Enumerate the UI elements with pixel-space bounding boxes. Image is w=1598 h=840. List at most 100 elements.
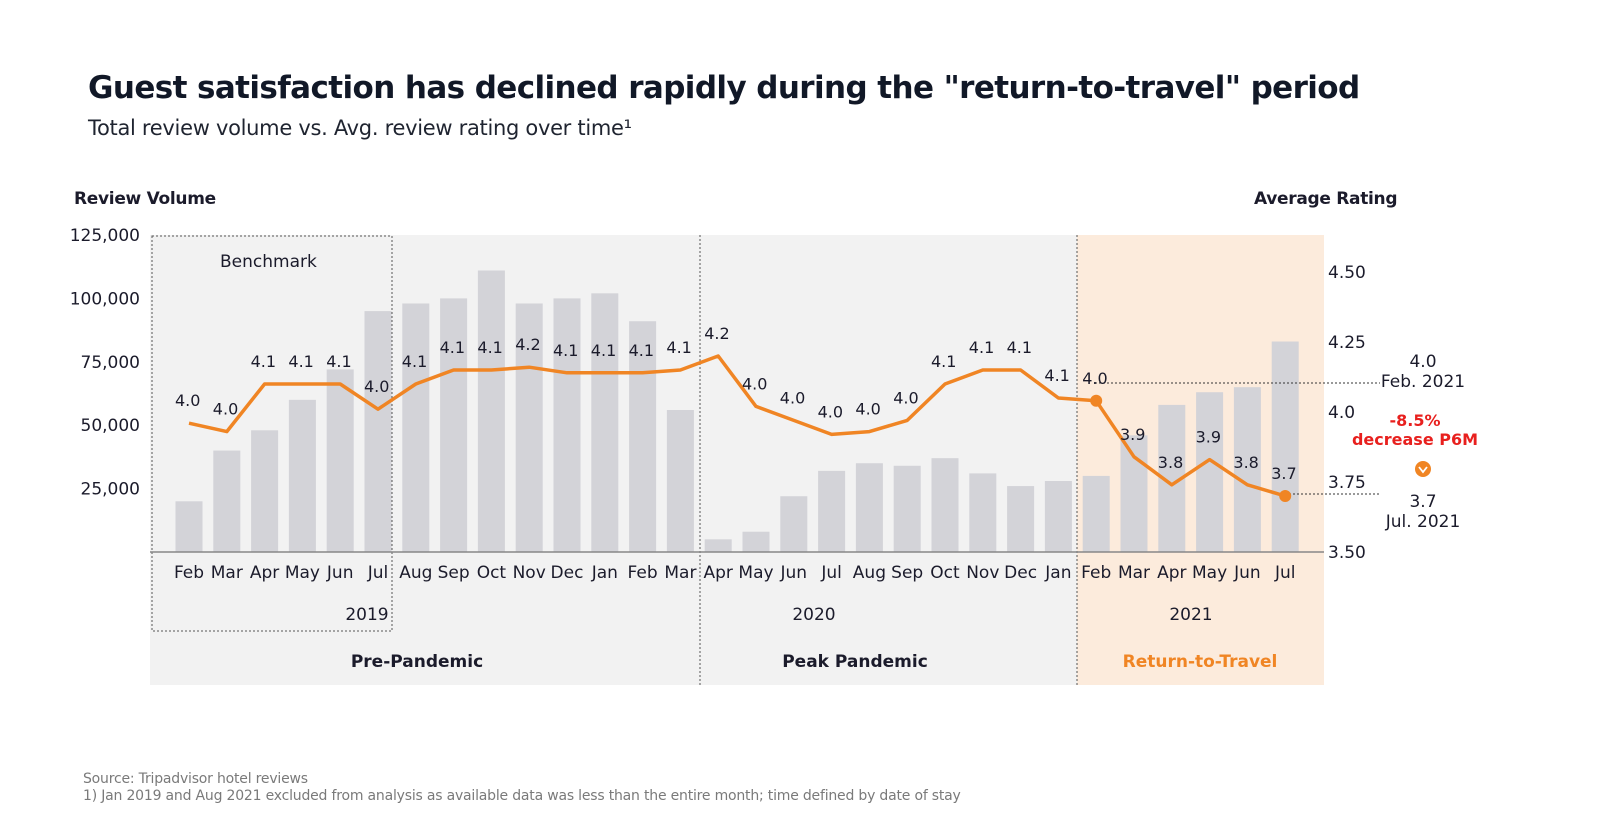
rating-label: 4.0 xyxy=(213,400,238,419)
rating-label: 4.1 xyxy=(402,352,427,371)
month-label: Jun xyxy=(780,563,808,583)
rating-label: 4.1 xyxy=(251,352,276,371)
rating-markers xyxy=(1090,394,1292,502)
rating-marker xyxy=(1090,394,1103,407)
left-tick-label: 75,000 xyxy=(81,353,140,373)
period-label-pre-pandemic: Pre-Pandemic xyxy=(351,652,483,672)
left-tick-label: 25,000 xyxy=(81,480,140,500)
decrease-text: decrease P6M xyxy=(1352,430,1478,449)
rating-label: 4.1 xyxy=(969,338,994,357)
volume-bar xyxy=(629,321,657,552)
volume-bar xyxy=(213,450,241,552)
month-label: Dec xyxy=(551,563,584,583)
period-dividers xyxy=(151,235,1078,685)
rating-label: 3.9 xyxy=(1196,428,1221,447)
volume-bar xyxy=(440,298,468,552)
rating-label: 4.0 xyxy=(364,377,389,396)
chart-title: Guest satisfaction has declined rapidly … xyxy=(88,70,1360,106)
rating-label: 4.1 xyxy=(1007,338,1032,357)
period-panels xyxy=(150,235,1324,685)
rating-label: 4.0 xyxy=(818,402,843,421)
chart-subtitle: Total review volume vs. Avg. review rati… xyxy=(88,116,632,140)
year-2021: 2021 xyxy=(1169,605,1212,625)
right-tick-label: 3.75 xyxy=(1328,473,1366,493)
month-label: May xyxy=(1192,563,1227,583)
month-label: Jun xyxy=(1233,563,1261,583)
right-axis-ticks: 4.50 4.25 4.0 3.75 3.50 xyxy=(1328,263,1366,563)
volume-bar xyxy=(251,430,279,552)
rating-label: 3.9 xyxy=(1120,425,1145,444)
month-label: Mar xyxy=(664,563,696,583)
rating-label: 4.0 xyxy=(742,374,767,393)
source-note: Source: Tripadvisor hotel reviews xyxy=(83,771,308,787)
volume-bar xyxy=(288,399,316,552)
volume-bar xyxy=(1271,341,1299,552)
rating-label: 4.2 xyxy=(704,324,729,343)
right-tick-label: 4.0 xyxy=(1328,403,1355,423)
month-label: Apr xyxy=(250,563,279,583)
left-axis-ticks: 125,000 100,000 75,000 50,000 25,000 xyxy=(70,226,140,500)
volume-bar xyxy=(326,369,354,552)
left-tick-label: 125,000 xyxy=(70,226,140,246)
period-label-peak-pandemic: Peak Pandemic xyxy=(782,652,928,672)
volume-bar xyxy=(818,470,846,552)
volume-bar xyxy=(855,463,883,552)
month-label: Aug xyxy=(399,563,432,583)
rating-marker xyxy=(1279,490,1292,502)
volume-bar xyxy=(553,298,581,552)
volume-bar xyxy=(780,496,808,552)
left-axis-title: Review Volume xyxy=(74,189,216,209)
month-label: Feb xyxy=(628,563,658,583)
month-label: Aug xyxy=(853,563,886,583)
volume-bar xyxy=(515,303,543,552)
footnotes: Source: Tripadvisor hotel reviews 1) Jan… xyxy=(83,771,961,805)
volume-bar xyxy=(1082,475,1110,552)
exclusion-note: 1) Jan 2019 and Aug 2021 excluded from a… xyxy=(83,788,961,804)
benchmark-label: Benchmark xyxy=(220,252,317,272)
reference-lines xyxy=(1095,382,1380,495)
volume-bar xyxy=(1007,486,1035,552)
rating-line xyxy=(188,354,1286,498)
volume-bar xyxy=(1233,387,1261,552)
rating-label: 3.8 xyxy=(1158,453,1183,472)
month-label: Oct xyxy=(477,563,507,583)
rating-label: 3.8 xyxy=(1233,453,1258,472)
month-label: Apr xyxy=(1157,563,1186,583)
month-label: Mar xyxy=(211,563,243,583)
benchmark-box xyxy=(151,235,393,632)
month-label: Jan xyxy=(591,563,618,583)
right-tick-label: 3.50 xyxy=(1328,543,1366,563)
rating-label: 4.1 xyxy=(553,341,578,360)
volume-bar xyxy=(969,473,997,552)
rating-label: 4.1 xyxy=(477,338,502,357)
month-label: Dec xyxy=(1004,563,1037,583)
volume-bars xyxy=(175,270,1299,552)
rating-label: 4.1 xyxy=(1044,366,1069,385)
month-label: Mar xyxy=(1118,563,1150,583)
month-label: Jul xyxy=(1274,563,1296,583)
down-arrow-icon xyxy=(1415,461,1431,477)
rating-label: 4.1 xyxy=(629,341,654,360)
month-label: Feb xyxy=(174,563,204,583)
rating-label: 4.0 xyxy=(893,388,918,407)
month-label: Nov xyxy=(513,563,546,583)
start-rating-date: Feb. 2021 xyxy=(1381,372,1465,392)
rating-label: 4.0 xyxy=(1082,369,1107,388)
volume-bar xyxy=(1196,392,1224,552)
month-label: Jul xyxy=(820,563,842,583)
rating-label: 3.7 xyxy=(1271,464,1296,483)
month-labels: Feb Mar Apr May Jun Jul Aug Sep Oct Nov Dec Jan Feb M… xyxy=(174,563,1296,583)
end-rating-value: 3.7 xyxy=(1409,492,1436,512)
end-rating-date: Jul. 2021 xyxy=(1385,512,1461,532)
volume-bar xyxy=(666,409,694,552)
right-tick-label: 4.25 xyxy=(1328,333,1366,353)
rating-labels: 4.0 4.0 4.1 4.1 4.1 4.0 4.1 4.1 4.1 4.2 4.1 4.1 4.1 4… xyxy=(175,324,1297,483)
volume-bar xyxy=(742,531,770,552)
month-label: May xyxy=(285,563,320,583)
decrease-percent: -8.5% xyxy=(1389,411,1440,430)
month-label: Feb xyxy=(1081,563,1111,583)
year-2019: 2019 xyxy=(345,605,388,625)
volume-bar xyxy=(402,303,430,552)
rating-label: 4.0 xyxy=(855,400,880,419)
